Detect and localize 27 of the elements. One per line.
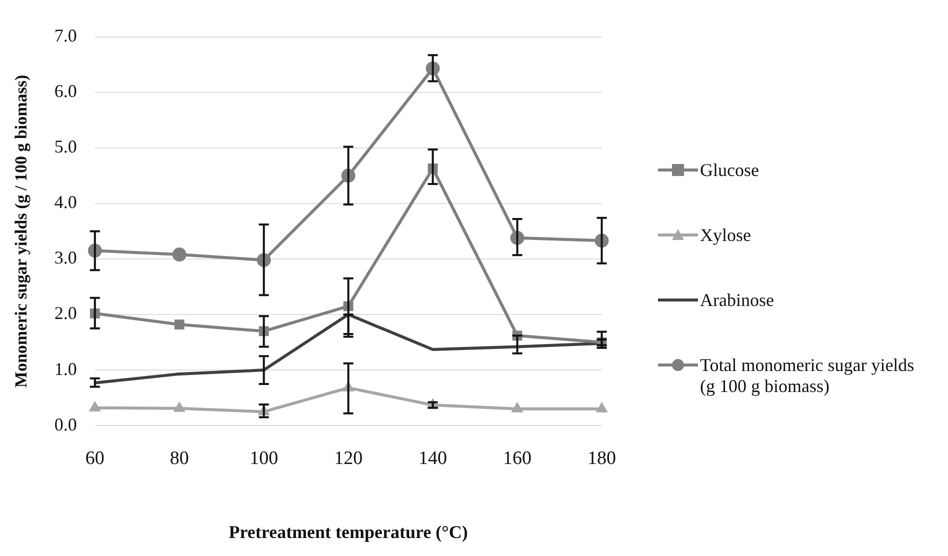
x-tick-label: 60 <box>85 448 104 469</box>
legend-label: Xylose <box>700 224 751 246</box>
y-tick-label: 6.0 <box>54 81 77 102</box>
point <box>511 402 524 412</box>
y-tick-label: 3.0 <box>54 248 77 268</box>
point <box>88 400 101 412</box>
legend-label: Arabinose <box>700 290 774 310</box>
y-tick-label: 1.0 <box>54 358 77 379</box>
y-axis-title: Monomeric sugar yields (g / 100 g biomass) <box>12 74 31 388</box>
point <box>174 320 184 330</box>
y-tick-label: 4.0 <box>54 192 77 212</box>
x-tick-label: 120 <box>334 448 363 469</box>
x-tick-label: 100 <box>250 448 278 469</box>
x-tick-label: 140 <box>418 448 448 469</box>
legend-label: Glucose <box>700 160 759 180</box>
y-tick-label: 0.0 <box>54 414 77 434</box>
legend-label: Total monomeric sugar yields (g 100 g biomass) <box>700 354 916 396</box>
y-tick-label: 2.0 <box>54 303 77 324</box>
point <box>596 402 608 412</box>
x-tick-label: 80 <box>170 448 189 469</box>
x-tick-label: 160 <box>503 448 532 469</box>
y-tick-label: 5.0 <box>54 136 77 157</box>
x-axis-title: Pretreatment temperature (°C) <box>228 522 468 542</box>
point <box>173 401 186 412</box>
y-tick-label: 7.0 <box>54 26 77 46</box>
point <box>172 248 186 262</box>
x-tick-label: 180 <box>588 448 616 469</box>
